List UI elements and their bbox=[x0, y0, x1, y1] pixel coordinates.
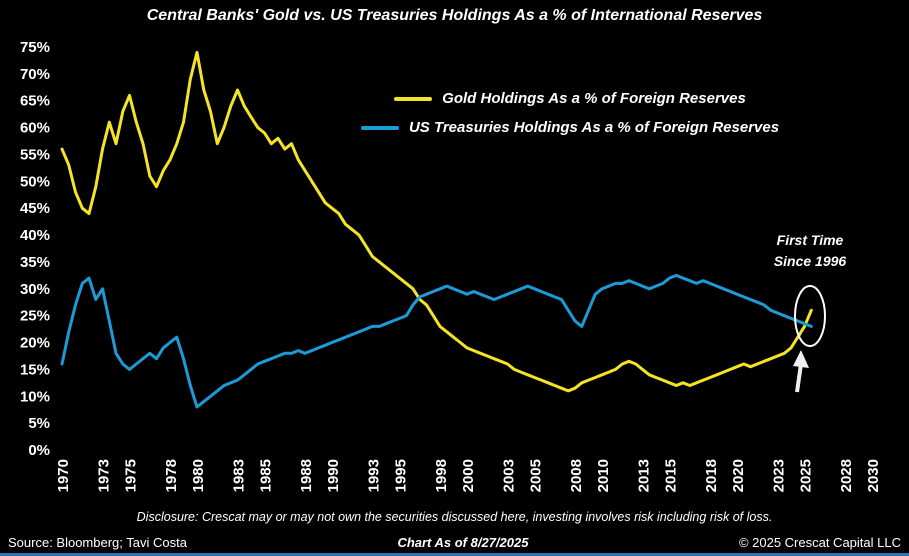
crossing-highlight bbox=[793, 285, 826, 393]
x-axis-tick-label: 2005 bbox=[528, 459, 545, 492]
x-axis-tick-label: 1980 bbox=[190, 459, 207, 492]
x-axis-tick-label: 2030 bbox=[865, 459, 882, 492]
x-axis-tick-label: 2023 bbox=[771, 459, 788, 492]
y-axis-tick-label: 60% bbox=[20, 120, 50, 137]
x-axis-tick-label: 1983 bbox=[231, 459, 248, 492]
crossing-arrow-shaft bbox=[795, 363, 803, 393]
x-axis-tick-label: 1978 bbox=[163, 459, 180, 492]
y-axis-tick-label: 20% bbox=[20, 335, 50, 352]
treasuries-line-swatch bbox=[360, 125, 399, 130]
footer: Source: Bloomberg; Tavi Costa Chart As o… bbox=[0, 532, 909, 552]
source-text: Source: Bloomberg; Tavi Costa bbox=[8, 534, 187, 550]
annotation-line-1: First Time bbox=[776, 232, 844, 248]
x-axis-tick-label: 1998 bbox=[433, 459, 450, 492]
y-axis-tick-label: 25% bbox=[20, 308, 50, 325]
x-axis-tick-label: 1990 bbox=[325, 459, 342, 492]
x-axis-tick-label: 1975 bbox=[123, 459, 140, 492]
y-axis-tick-label: 70% bbox=[20, 66, 50, 83]
crossing-arrow-icon bbox=[793, 350, 809, 368]
x-axis-tick-label: 2008 bbox=[568, 459, 585, 492]
y-axis-tick-label: 0% bbox=[28, 442, 50, 459]
y-axis-tick-label: 5% bbox=[28, 415, 50, 432]
y-axis-tick-label: 10% bbox=[20, 388, 50, 405]
legend-label-gold: Gold Holdings As a % of Foreign Reserves bbox=[442, 90, 746, 107]
y-axis-tick-label: 15% bbox=[20, 361, 50, 378]
chart-legend: Gold Holdings As a % of Foreign Reserves… bbox=[340, 90, 800, 136]
y-axis-tick-label: 40% bbox=[20, 227, 50, 244]
y-axis-tick-label: 75% bbox=[20, 39, 50, 56]
x-axis-tick-label: 2018 bbox=[703, 459, 720, 492]
chart-title: Central Banks' Gold vs. US Treasuries Ho… bbox=[146, 7, 763, 24]
legend-item-gold: Gold Holdings As a % of Foreign Reserves bbox=[394, 90, 746, 107]
copyright-text: © 2025 Crescat Capital LLC bbox=[738, 534, 901, 550]
gold-line-swatch bbox=[394, 96, 433, 101]
y-axis-tick-label: 35% bbox=[20, 254, 50, 271]
x-axis-tick-label: 2015 bbox=[663, 459, 680, 492]
legend-item-treasuries: US Treasuries Holdings As a % of Foreign… bbox=[360, 119, 780, 136]
crossing-highlight-ellipse bbox=[794, 285, 826, 347]
y-axis-tick-label: 30% bbox=[20, 281, 50, 298]
as-of-text: Chart As of 8/27/2025 bbox=[397, 534, 529, 550]
legend-label-treasuries: US Treasuries Holdings As a % of Foreign… bbox=[408, 119, 780, 136]
first-time-annotation: First Time Since 1996 bbox=[748, 230, 872, 272]
x-axis-tick-label: 1985 bbox=[258, 459, 275, 492]
y-axis-tick-label: 45% bbox=[20, 200, 50, 217]
annotation-line-2: Since 1996 bbox=[773, 253, 847, 269]
x-axis-tick-label: 1988 bbox=[298, 459, 315, 492]
y-axis-tick-label: 65% bbox=[20, 93, 50, 110]
series-line-gold bbox=[60, 50, 813, 393]
y-axis-tick-label: 50% bbox=[20, 173, 50, 190]
x-axis-tick-label: 2020 bbox=[730, 459, 747, 492]
disclosure-text: Disclosure: Crescat may or may not own t… bbox=[136, 510, 773, 524]
x-axis-tick-label: 1970 bbox=[55, 459, 72, 492]
x-axis-tick-label: 2010 bbox=[595, 459, 612, 492]
x-axis-tick-label: 2013 bbox=[636, 459, 653, 492]
y-axis-tick-label: 55% bbox=[20, 147, 50, 164]
footer-accent-bar bbox=[0, 553, 909, 556]
chart-canvas: 0% 5% 10% 15% 20% 25% 30% 35% 40% 45% 50% 55% 60% 65%… bbox=[20, 39, 882, 492]
x-axis-tick-label: 2003 bbox=[501, 459, 518, 492]
series-line-treasuries bbox=[60, 273, 813, 409]
x-axis-tick-label: 1973 bbox=[96, 459, 113, 492]
x-axis-tick-label: 2000 bbox=[460, 459, 477, 492]
x-axis-tick-label: 2025 bbox=[798, 459, 815, 492]
x-axis-tick-label: 1995 bbox=[393, 459, 410, 492]
x-axis-tick-label: 1993 bbox=[366, 459, 383, 492]
x-axis-tick-label: 2028 bbox=[838, 459, 855, 492]
